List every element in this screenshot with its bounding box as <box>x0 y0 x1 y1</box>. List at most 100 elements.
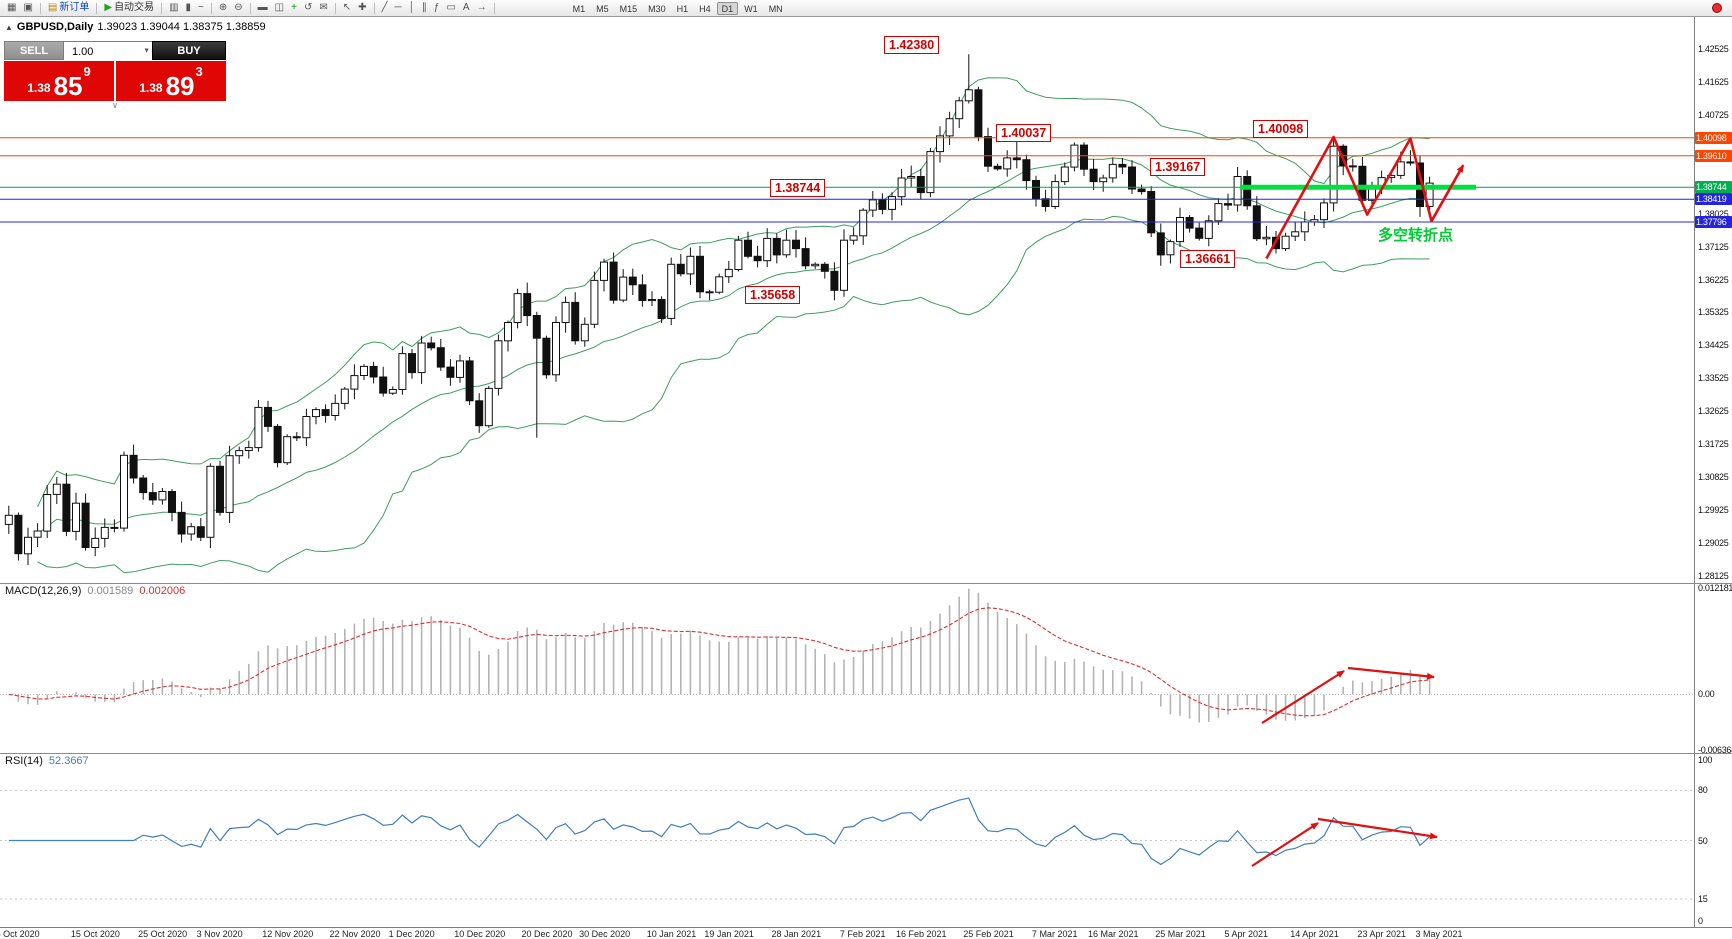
arrow-tool-button-glyph: → <box>476 2 487 13</box>
cascade-windows-icon[interactable]: ▣ <box>20 1 35 15</box>
horizontal-lines-layer[interactable] <box>0 137 1694 223</box>
auto-arrange-button-glyph: ◫ <box>274 2 285 13</box>
sell-button[interactable]: SELL <box>4 41 64 60</box>
rsi-label: RSI(14) 52.3667 <box>5 755 89 767</box>
one-click-expander-icon[interactable]: ▲ <box>5 22 13 32</box>
text-tool-button-glyph: A <box>462 2 470 13</box>
macd-label: MACD(12,26,9) 0.001589 0.002006 <box>5 585 185 597</box>
add-indicator-button[interactable]: + <box>288 1 300 15</box>
vertical-line-tool-button[interactable]: │ <box>406 1 418 15</box>
period-button[interactable]: ↺ <box>301 1 315 15</box>
trendline-tool-button[interactable]: ╱ <box>379 1 391 15</box>
mail-icon[interactable]: ✉ <box>316 1 330 15</box>
timeframe-button-d1[interactable]: D1 <box>716 1 739 15</box>
tile-windows-button-glyph: ▬ <box>257 2 268 13</box>
toolbar-separator <box>161 2 163 14</box>
volume-field: ▼ <box>64 41 152 61</box>
autotrade-button-label: 自动交易 <box>114 2 155 13</box>
zoom-in-button-glyph: ⊕ <box>218 2 228 13</box>
crosshair-tool-button[interactable]: ✚ <box>355 1 369 15</box>
shapes-tool-button[interactable]: ▭ <box>443 1 458 15</box>
mail-icon-glyph: ✉ <box>319 2 328 13</box>
line-chart-type-button-glyph: ~ <box>198 2 204 13</box>
macd-panel-splitter[interactable] <box>0 583 1732 584</box>
vertical-line-tool-button-glyph: │ <box>408 2 415 13</box>
cascade-windows-icon-glyph: ▣ <box>23 2 33 13</box>
auto-arrange-button[interactable]: ◫ <box>272 1 287 15</box>
timeframe-button-w1[interactable]: W1 <box>744 3 758 14</box>
one-click-trading-widget: SELL ▼ BUY 1.38 85 9 1.38 89 3 ∨ <box>4 41 226 110</box>
period-button-glyph: ↺ <box>303 2 313 13</box>
toolbar-separator <box>493 2 495 14</box>
new-order-button[interactable]: ▤ 新订单 <box>45 1 92 15</box>
autotrade-button[interactable]: ▶ 自动交易 <box>101 1 157 15</box>
timeframe-button-h1[interactable]: H1 <box>676 3 689 14</box>
toolbar-separator <box>249 2 251 14</box>
symbol-title: GBPUSD,Daily <box>16 21 94 33</box>
zoom-in-button[interactable]: ⊕ <box>216 1 230 15</box>
horizontal-line-tool-button[interactable]: ─ <box>392 1 405 15</box>
text-tool-button[interactable]: A <box>460 1 473 15</box>
add-indicator-button-glyph: + <box>291 2 297 13</box>
one-click-collapse-icon[interactable]: ∨ <box>111 100 119 110</box>
bid-point: 9 <box>83 64 91 79</box>
ask-price-button[interactable]: 1.38 89 3 <box>116 61 226 101</box>
macd-main-value: 0.001589 <box>87 585 134 597</box>
timeframe-button-m15[interactable]: M15 <box>619 3 638 14</box>
bid-figure: 1.38 <box>27 81 51 95</box>
toolbar-separator <box>210 2 212 14</box>
volume-spinner-icon[interactable]: ▼ <box>143 47 150 54</box>
chart-window-icon-glyph: ▦ <box>7 2 17 13</box>
toolbar-separator <box>373 2 375 14</box>
timeframe-button-mn[interactable]: MN <box>768 3 783 14</box>
tile-windows-button[interactable]: ▬ <box>255 1 271 15</box>
timeframe-button-m5[interactable]: M5 <box>596 3 609 14</box>
candlestick-chart-type-button[interactable]: ▮ <box>183 1 195 15</box>
annotations-layer[interactable] <box>1240 135 1476 867</box>
crosshair-tool-button-glyph: ✚ <box>358 2 367 13</box>
zoom-out-button[interactable]: ⊖ <box>231 1 245 15</box>
bollinger-bands <box>37 77 1430 574</box>
toolbar-separator <box>39 2 41 14</box>
toolbar-separator <box>334 2 336 14</box>
channel-tool-button-glyph: ∥ <box>421 2 427 13</box>
macd-name: MACD(12,26,9) <box>5 585 82 597</box>
channel-tool-button[interactable]: ∥ <box>419 1 430 15</box>
timeframe-toolbar: M1 M5 M15 M30 H1 H4 D1 W1 MN <box>568 1 788 15</box>
record-icon[interactable] <box>1712 3 1722 13</box>
rsi-panel-splitter[interactable] <box>0 753 1732 754</box>
new-order-button-label: 新订单 <box>59 2 90 13</box>
macd-layer <box>0 588 1694 723</box>
volume-input[interactable] <box>64 43 152 61</box>
fibonacci-tool-button-glyph: ƒ <box>433 2 440 13</box>
bar-chart-type-button[interactable]: ▥ <box>166 1 181 15</box>
timeframe-button-m1[interactable]: M1 <box>572 3 586 14</box>
ask-point: 3 <box>195 64 203 79</box>
ask-figure: 1.38 <box>139 81 163 95</box>
main-toolbar: ▦ ▣ ▤ 新订单 ▶ 自动交易 ▥ ▮ ~ ⊕ ⊖ ▬ ◫ + ↺ ✉ ↖ ✚ ╱ ─ │ ∥ ƒ ▭ A → M1 M5 M15 M… <box>0 0 1732 17</box>
timeframe-button-m30[interactable]: M30 <box>648 3 666 14</box>
bid-pips: 85 <box>53 70 83 101</box>
toolbar-separator <box>96 2 98 14</box>
bar-chart-type-button-glyph: ▥ <box>169 2 179 13</box>
candles-layer <box>4 54 1434 566</box>
horizontal-line-tool-button-glyph: ─ <box>394 2 402 13</box>
cursor-tool-button-glyph: ↖ <box>342 2 352 13</box>
rsi-name: RSI(14) <box>5 755 43 767</box>
price-axis[interactable] <box>1694 17 1732 939</box>
timeframe-button-h4[interactable]: H4 <box>699 3 711 14</box>
arrow-tool-button[interactable]: → <box>474 1 490 15</box>
macd-signal-value: 0.002006 <box>139 585 186 597</box>
rsi-value: 52.3667 <box>48 755 89 767</box>
cursor-tool-button[interactable]: ↖ <box>340 1 354 15</box>
shapes-tool-button-glyph: ▭ <box>446 2 456 13</box>
date-axis[interactable] <box>0 927 1732 939</box>
zoom-out-button-glyph: ⊖ <box>234 2 243 13</box>
chart-window-icon[interactable]: ▦ <box>4 1 19 15</box>
fibonacci-tool-button[interactable]: ƒ <box>431 1 443 15</box>
buy-button[interactable]: BUY <box>152 41 226 60</box>
bid-price-button[interactable]: 1.38 85 9 <box>4 61 114 101</box>
candlestick-chart-type-button-glyph: ▮ <box>185 2 192 13</box>
line-chart-type-button[interactable]: ~ <box>195 1 207 15</box>
